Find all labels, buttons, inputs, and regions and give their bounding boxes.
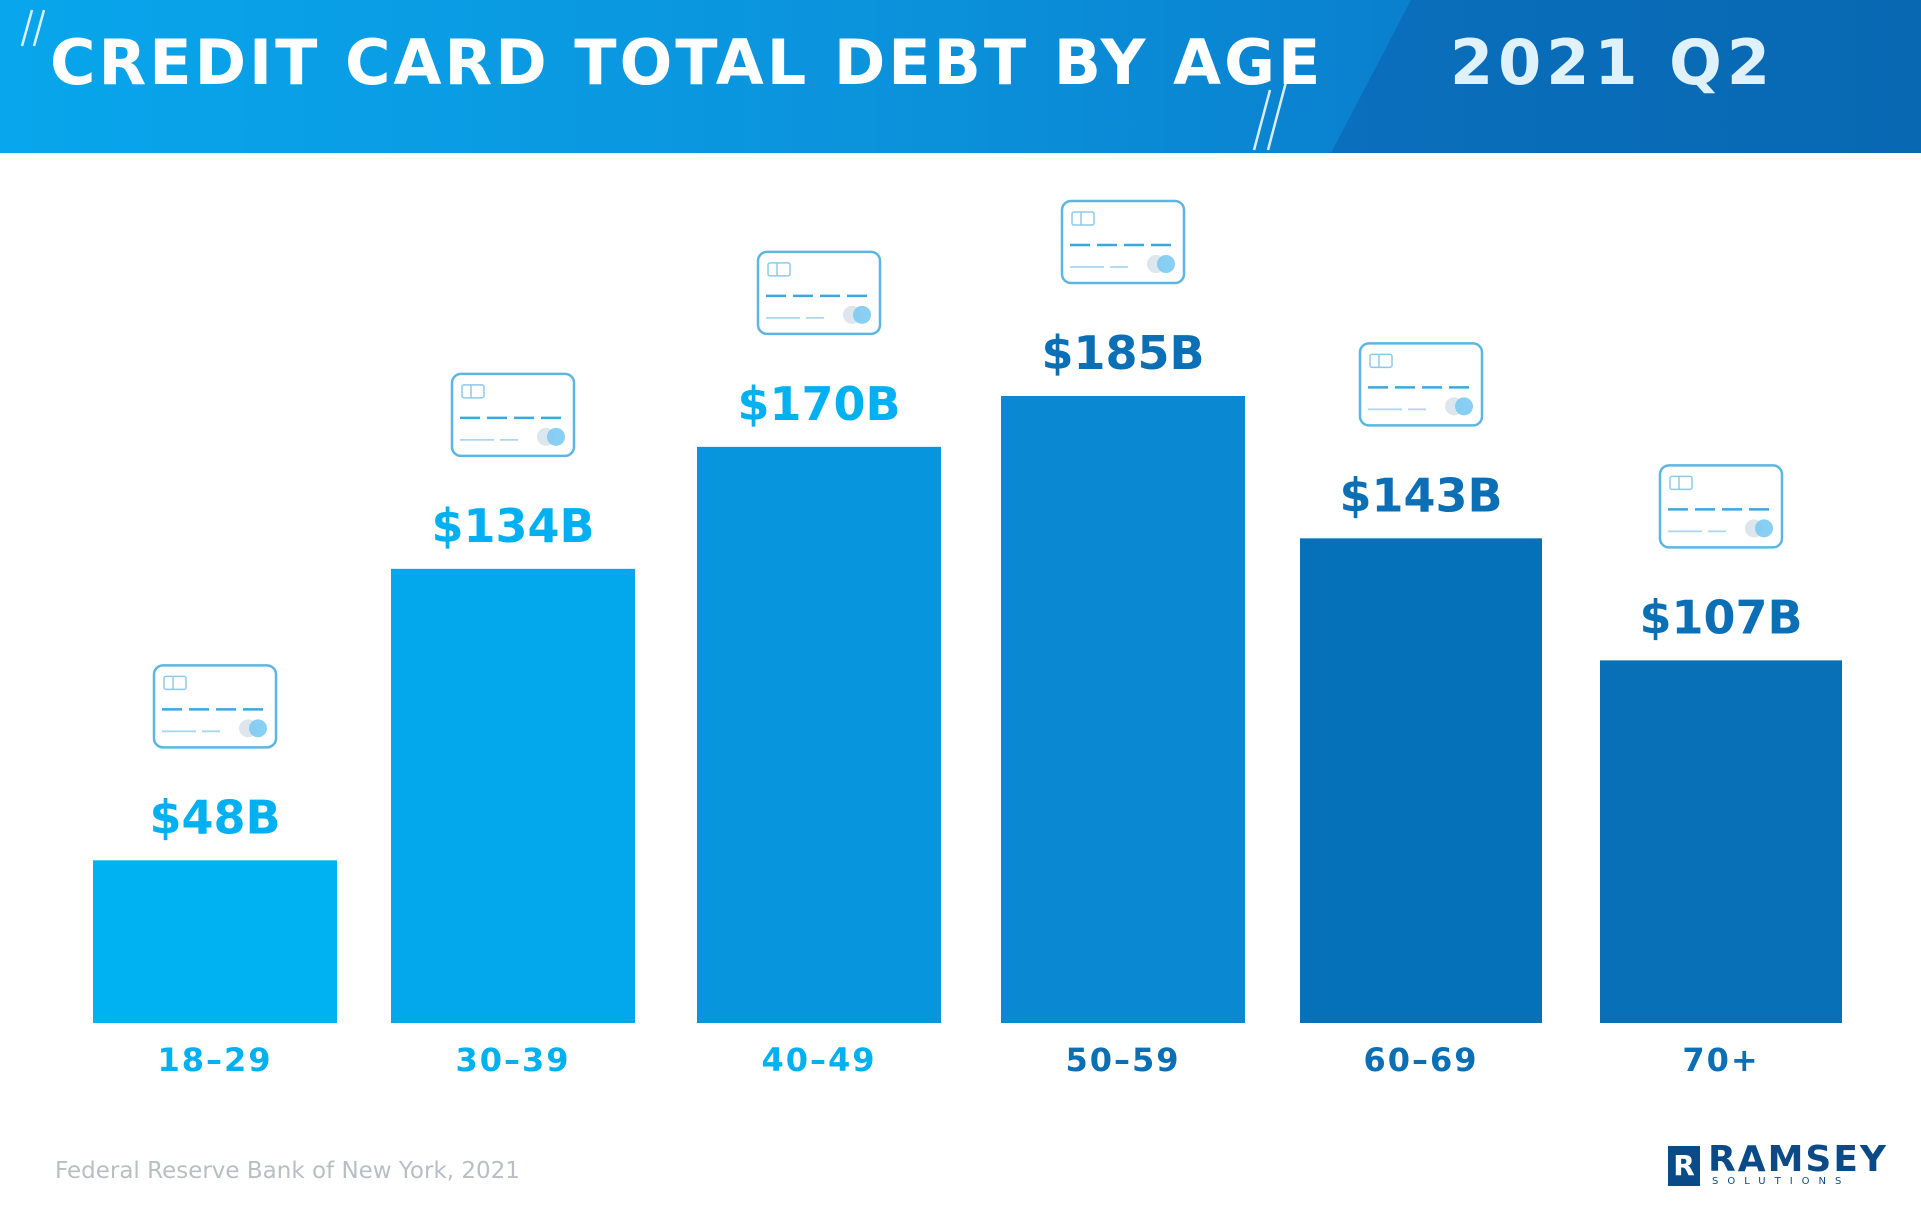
bar-1 <box>391 568 635 1023</box>
category-label: 40–49 <box>761 1041 876 1079</box>
value-label: $143B <box>1339 468 1502 522</box>
credit-card-icon <box>1060 199 1186 285</box>
header-banner: CREDIT CARD TOTAL DEBT BY AGE 2021 Q2 <box>0 0 1921 153</box>
category-label: 18–29 <box>157 1041 272 1079</box>
value-label: $48B <box>149 790 280 844</box>
credit-card-icon <box>756 250 882 336</box>
credit-card-icon <box>1658 464 1784 549</box>
value-label: $170B <box>737 377 900 431</box>
logo-subtext: SOLUTIONS <box>1712 1176 1851 1187</box>
credit-card-icon <box>152 664 278 749</box>
logo-wordmark: RAMSEY <box>1708 1139 1888 1180</box>
period-label: 2021 Q2 <box>1450 26 1775 99</box>
category-label: 30–39 <box>455 1041 570 1079</box>
value-label: $107B <box>1639 590 1802 644</box>
ramsey-logo: R RAMSEY SOLUTIONS <box>1668 1142 1898 1190</box>
credit-card-icon <box>450 372 576 458</box>
bar-0 <box>93 860 337 1023</box>
value-label: $185B <box>1041 326 1204 380</box>
bar-2 <box>697 446 941 1023</box>
chart-title: CREDIT CARD TOTAL DEBT BY AGE <box>50 26 1324 99</box>
category-label: 50–59 <box>1065 1041 1180 1079</box>
bar-4 <box>1300 538 1542 1023</box>
header-period-panel <box>1331 0 1921 153</box>
category-label: 70+ <box>1682 1041 1759 1079</box>
bar-5 <box>1600 660 1842 1023</box>
credit-card-icon <box>1358 342 1484 427</box>
logo-mark: R <box>1668 1146 1700 1186</box>
bar-3 <box>1001 396 1245 1023</box>
source-note: Federal Reserve Bank of New York, 2021 <box>55 1158 520 1184</box>
value-label: $134B <box>431 499 594 553</box>
decorative-slash-icon <box>1252 81 1288 151</box>
category-label: 60–69 <box>1363 1041 1478 1079</box>
decorative-slash-icon <box>20 9 46 47</box>
